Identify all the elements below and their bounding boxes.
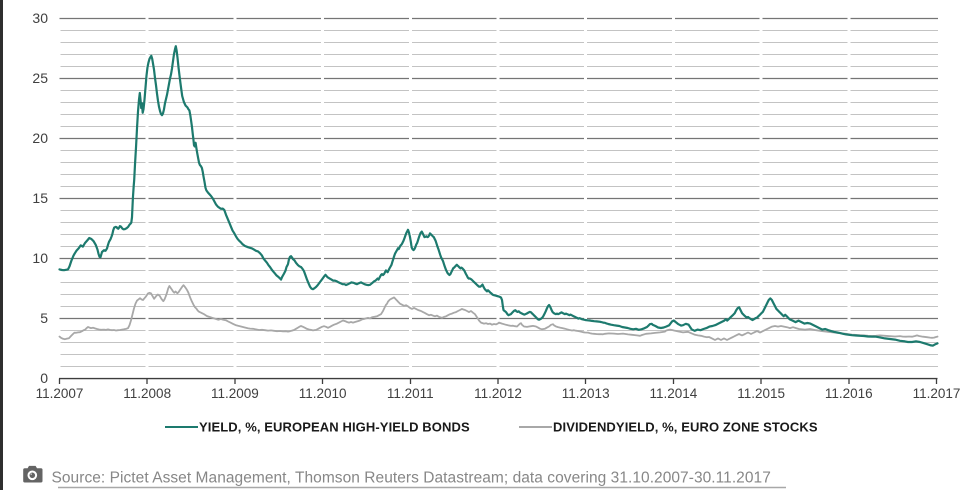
svg-text:11.2013: 11.2013: [562, 386, 610, 401]
svg-text:0: 0: [40, 370, 48, 386]
svg-text:5: 5: [40, 310, 48, 326]
svg-text:15: 15: [32, 190, 48, 206]
svg-text:11.2007: 11.2007: [36, 386, 84, 401]
svg-text:11.2009: 11.2009: [211, 386, 259, 401]
svg-text:11.2010: 11.2010: [299, 386, 347, 401]
svg-text:11.2017: 11.2017: [913, 386, 961, 401]
svg-text:10: 10: [32, 250, 48, 266]
svg-text:11.2012: 11.2012: [474, 386, 522, 401]
svg-text:DIVIDENDYIELD, %, EURO ZONE ST: DIVIDENDYIELD, %, EURO ZONE STOCKS: [553, 420, 818, 435]
svg-text:Source: Pictet Asset Managemen: Source: Pictet Asset Management, Thomson…: [52, 469, 771, 486]
svg-text:11.2015: 11.2015: [737, 386, 785, 401]
svg-text:11.2008: 11.2008: [123, 386, 171, 401]
svg-text:11.2014: 11.2014: [649, 386, 697, 401]
svg-text:30: 30: [32, 10, 48, 26]
svg-text:YIELD, %, EUROPEAN HIGH-YIELD: YIELD, %, EUROPEAN HIGH-YIELD BONDS: [199, 420, 470, 435]
svg-text:11.2016: 11.2016: [825, 386, 873, 401]
svg-text:25: 25: [32, 70, 48, 86]
svg-text:20: 20: [32, 130, 48, 146]
svg-text:11.2011: 11.2011: [387, 386, 434, 401]
